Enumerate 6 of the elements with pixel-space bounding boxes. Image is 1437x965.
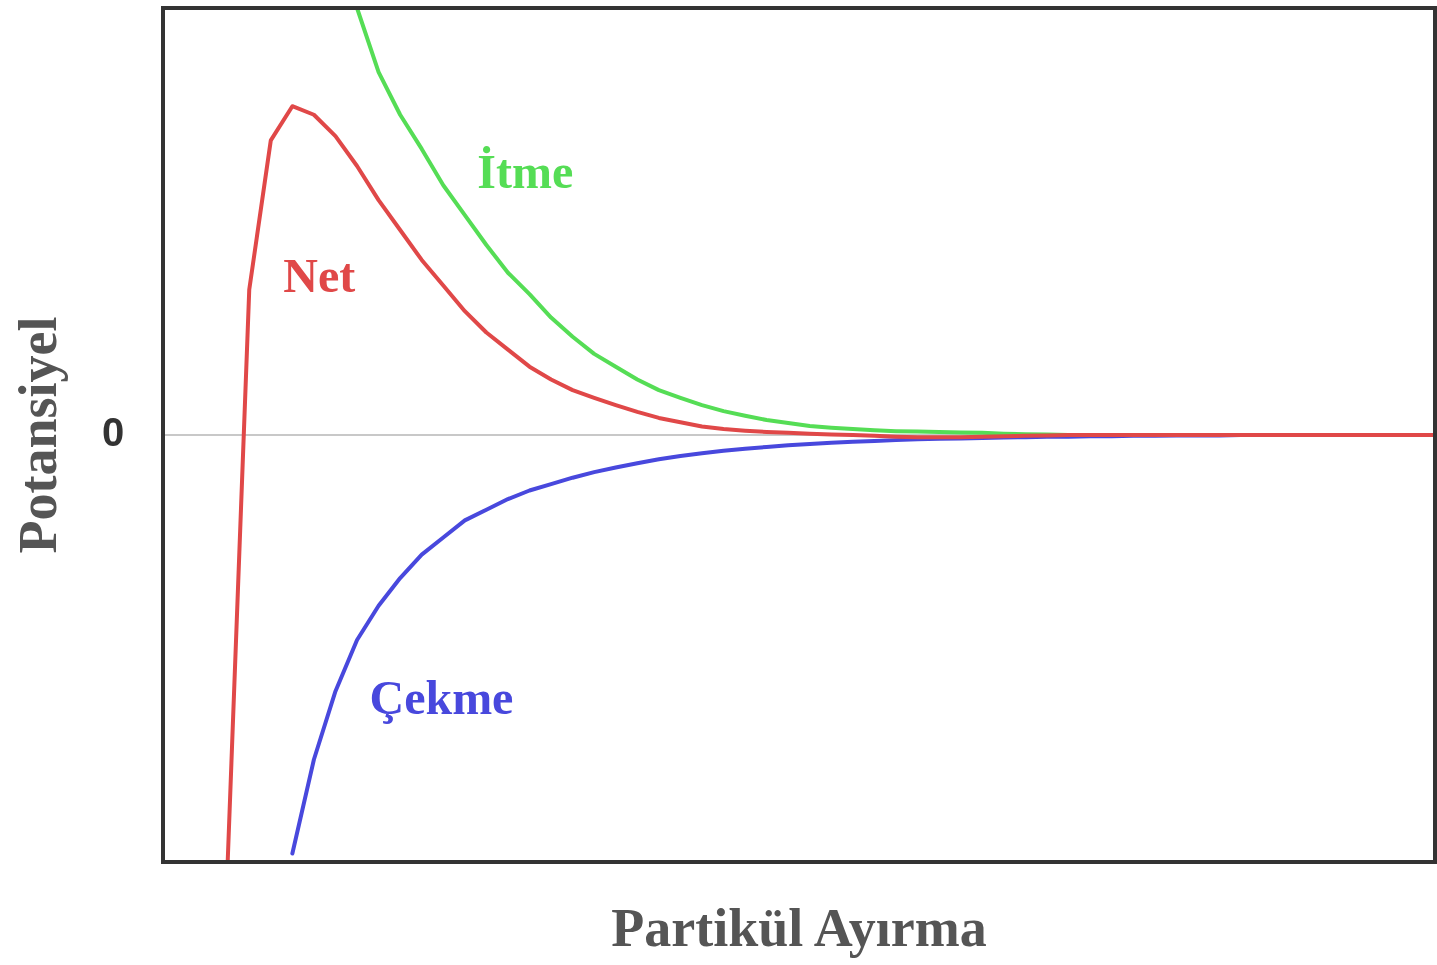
series-label: İtme bbox=[477, 144, 574, 198]
y-axis-title: Potansiyel bbox=[7, 316, 68, 554]
x-axis-title: Partikül Ayırma bbox=[611, 897, 987, 958]
series-label: Net bbox=[283, 249, 356, 303]
ref-line-label: 0 bbox=[101, 410, 125, 455]
series-label: Çekme bbox=[369, 670, 514, 724]
